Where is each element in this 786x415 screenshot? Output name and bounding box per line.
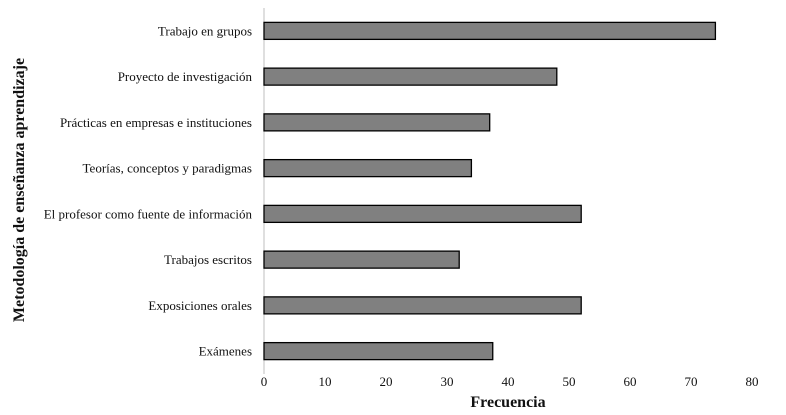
category-label: Trabajos escritos: [164, 252, 252, 267]
x-tick-label: 50: [563, 374, 576, 389]
bar: [263, 67, 558, 86]
category-label: El profesor como fuente de información: [44, 206, 253, 221]
bar: [263, 296, 582, 315]
category-label: Trabajo en grupos: [158, 23, 252, 38]
bar: [263, 204, 582, 224]
bar: [263, 341, 494, 361]
bar: [263, 250, 460, 269]
bar: [263, 21, 717, 41]
x-tick-label: 20: [380, 374, 393, 389]
x-tick-label: 10: [319, 374, 332, 389]
category-label: Teorías, conceptos y paradigmas: [83, 161, 252, 176]
category-label: Proyecto de investigación: [118, 69, 253, 84]
bars-group: [263, 21, 717, 361]
category-labels: Trabajo en grupos Proyecto de investigaci…: [44, 23, 253, 358]
bar: [263, 113, 491, 132]
y-axis-title: Metodología de enseñanza aprendizaje: [11, 58, 28, 322]
category-label: Prácticas en empresas e instituciones: [60, 115, 252, 130]
category-label: Exposiciones orales: [148, 298, 252, 313]
x-tick-label: 0: [261, 374, 268, 389]
x-tick-label: 70: [685, 374, 698, 389]
x-tick-labels: 0 10 20 30 40 50 60 70 80: [261, 374, 759, 389]
x-tick-label: 80: [746, 374, 759, 389]
x-tick-label: 30: [441, 374, 454, 389]
category-label: Exámenes: [199, 344, 252, 359]
x-axis-title: Frecuencia: [470, 394, 545, 411]
bar: [263, 158, 473, 178]
x-tick-label: 60: [624, 374, 637, 389]
x-tick-label: 40: [502, 374, 515, 389]
